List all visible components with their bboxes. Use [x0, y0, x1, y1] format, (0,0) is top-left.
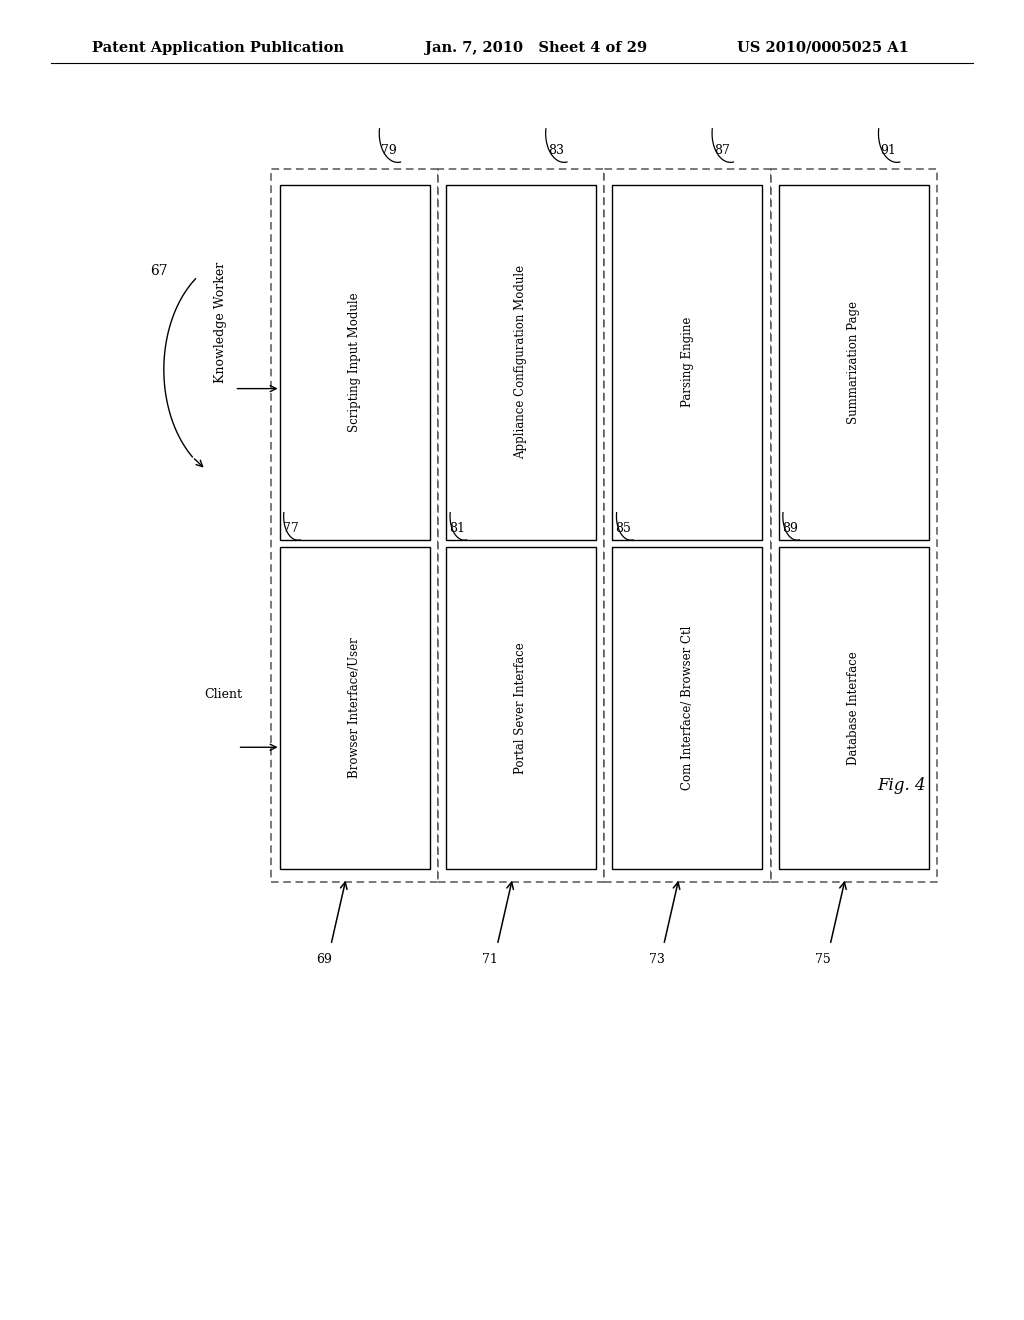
Text: 77: 77: [283, 521, 298, 535]
Text: 79: 79: [381, 144, 397, 157]
Text: 83: 83: [548, 144, 563, 157]
Bar: [612, 546, 763, 869]
Text: Patent Application Publication: Patent Application Publication: [92, 41, 344, 54]
Text: Database Interface: Database Interface: [847, 651, 860, 764]
Bar: [438, 169, 604, 882]
Text: 87: 87: [714, 144, 730, 157]
Bar: [604, 169, 771, 882]
Bar: [779, 546, 929, 869]
Bar: [280, 185, 430, 540]
Text: 73: 73: [648, 953, 665, 966]
Text: Parsing Engine: Parsing Engine: [681, 317, 694, 408]
Text: Com Interface/ Browser Ctl: Com Interface/ Browser Ctl: [681, 626, 694, 789]
Text: 75: 75: [815, 953, 830, 966]
Bar: [446, 185, 596, 540]
Text: 85: 85: [615, 521, 632, 535]
Text: US 2010/0005025 A1: US 2010/0005025 A1: [737, 41, 909, 54]
Text: 69: 69: [315, 953, 332, 966]
Bar: [612, 185, 763, 540]
Text: Summarization Page: Summarization Page: [847, 301, 860, 424]
Bar: [271, 169, 438, 882]
Text: Jan. 7, 2010   Sheet 4 of 29: Jan. 7, 2010 Sheet 4 of 29: [425, 41, 647, 54]
Bar: [280, 546, 430, 869]
Text: Knowledge Worker: Knowledge Worker: [214, 261, 226, 383]
Text: Browser Interface/User: Browser Interface/User: [348, 638, 361, 777]
Text: Client: Client: [204, 688, 243, 701]
Text: Appliance Configuration Module: Appliance Configuration Module: [514, 265, 527, 459]
Text: 71: 71: [482, 953, 498, 966]
Text: Fig. 4: Fig. 4: [877, 777, 926, 793]
Bar: [446, 546, 596, 869]
Bar: [779, 185, 929, 540]
Text: Portal Sever Interface: Portal Sever Interface: [514, 642, 527, 774]
Text: Scripting Input Module: Scripting Input Module: [348, 293, 361, 432]
Text: 81: 81: [449, 521, 465, 535]
Text: 67: 67: [150, 264, 168, 277]
Text: 89: 89: [782, 521, 798, 535]
Text: 91: 91: [881, 144, 896, 157]
Bar: [771, 169, 937, 882]
